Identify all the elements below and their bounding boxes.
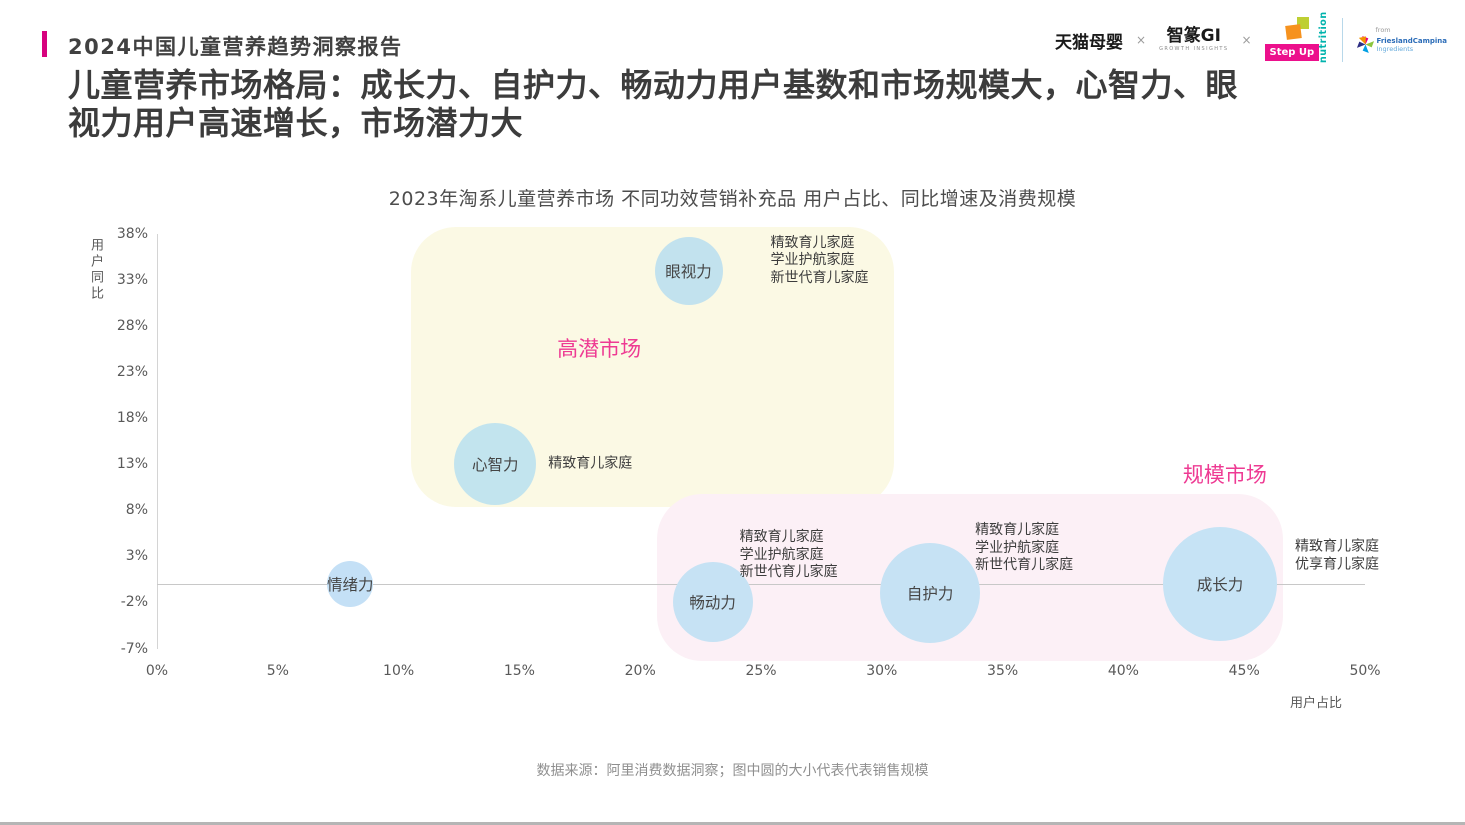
chart-bubble: 心智力 [454,423,537,506]
y-axis-title: 用户同比 [88,238,103,302]
y-axis-tick-label: 18% [116,410,148,427]
zhizhuan-gi-logo: 智篆GI GROWTH INSIGHTS [1159,28,1228,52]
x-axis-tick-label: 5% [266,663,289,679]
y-axis-tick-label: 3% [125,548,148,565]
bubble-audience-labels: 精致育儿家庭 学业护航家庭 新世代育儿家庭 [975,522,1073,575]
frieslandcampina-text: FrieslandCampina Ingredients [1377,37,1448,54]
audience-label: 学业护航家庭 [975,539,1060,556]
y-axis-tick-label: 13% [116,456,148,473]
x-axis-tick-label: 0% [145,663,169,679]
audience-label: 精致育儿家庭 [739,529,824,546]
cross-separator-icon: × [1241,33,1252,47]
bubble-audience-labels: 精致育儿家庭 [548,455,632,473]
market-region-label: 规模市场 [1182,463,1267,488]
x-axis-tick-label: 30% [866,663,898,679]
audience-label: 学业护航家庭 [739,546,824,563]
x-axis-tick-label: 40% [1107,663,1139,679]
audience-label: 新世代育儿家庭 [739,564,838,581]
x-axis-tick-label: 45% [1228,663,1260,679]
audience-label: 精致育儿家庭 [975,521,1060,538]
partner-logos: 天猫母婴 × 智篆GI GROWTH INSIGHTS × Step Up nu… [1055,11,1448,66]
report-header: 2024中国儿童营养趋势洞察报告 天猫母婴 × 智篆GI GROWTH INSI… [0,0,1465,64]
chart-bubble: 成长力 [1163,527,1278,641]
audience-label: 精致育儿家庭 [1295,538,1380,555]
x-axis-tick-label: 35% [987,663,1019,679]
stepup-logo: Step Up [1264,16,1320,64]
audience-label: 精致育儿家庭 [548,455,633,472]
bubble-audience-labels: 精致育儿家庭 学业护航家庭 新世代育儿家庭 [771,234,869,287]
star-icon [1356,35,1374,53]
frieslandcampina-row: FrieslandCampina Ingredients [1356,35,1448,54]
y-axis-tick-label: 28% [116,317,148,334]
audience-label: 新世代育儿家庭 [975,556,1074,573]
x-axis-tick-label: 50% [1349,663,1381,679]
cross-separator-icon: × [1136,33,1147,47]
y-axis-tick-label: 38% [116,225,148,242]
x-axis-tick-label: 15% [503,663,535,679]
bubble-audience-labels: 精致育儿家庭 优享育儿家庭 [1295,539,1379,574]
zhizhuan-gi-wordmark: 智篆GI [1166,26,1221,46]
chart-bubble: 眼视力 [654,236,723,305]
zhizhuan-gi-tagline: GROWTH INSIGHTS [1159,46,1229,52]
y-axis-tick-label: -2% [120,594,148,611]
frieslandcampina-sub: Ingredients [1376,45,1414,54]
audience-label: 新世代育儿家庭 [770,269,869,286]
x-axis-tick-label: 20% [624,663,656,679]
data-source-note: 数据来源：阿里消费数据洞察；图中圆的大小代表代表销售规模 [536,763,929,779]
frieslandcampina-name: FrieslandCampina [1376,36,1448,45]
report-title: 2024中国儿童营养趋势洞察报告 [68,35,403,59]
chart-bubble: 畅动力 [672,562,753,643]
y-axis-tick-label: 8% [125,502,148,519]
tmall-muying-logo: 天猫母婴 [1055,32,1124,53]
y-axis-tick-label: 23% [116,363,148,380]
page-title: 儿童营养市场格局：成长力、自护力、畅动力用户基数和市场规模大，心智力、眼视力用户… [68,66,1239,143]
chart-bubble: 自护力 [880,543,981,644]
title-accent-bar [42,31,47,57]
audience-label: 学业护航家庭 [770,251,855,268]
bottom-edge-line [0,822,1465,825]
audience-label: 优享育儿家庭 [1295,556,1380,572]
x-axis-tick-label: 25% [745,663,777,679]
market-region-label: 高潜市场 [557,336,642,361]
chart-bubble: 情绪力 [327,561,374,607]
audience-label: 精致育儿家庭 [770,234,855,251]
x-axis-title: 用户占比 [1290,696,1343,711]
from-text: from [1375,26,1391,35]
y-axis-tick-label: -7% [120,640,148,657]
y-axis-line [157,233,158,649]
x-axis-line [157,584,1365,585]
stepup-wordmark: Step Up [1264,44,1320,61]
chart-title: 2023年淘系儿童营养市场 不同功效营销补充品 用户占比、同比增速及消费规模 [388,188,1077,210]
logo-divider [1341,18,1343,62]
x-axis-tick-label: 10% [383,663,415,679]
y-axis-tick-label: 33% [116,271,148,288]
bubble-audience-labels: 精致育儿家庭 学业护航家庭 新世代育儿家庭 [740,529,838,582]
frieslandcampina-logo: from FrieslandCampina Ingredients [1356,26,1448,54]
